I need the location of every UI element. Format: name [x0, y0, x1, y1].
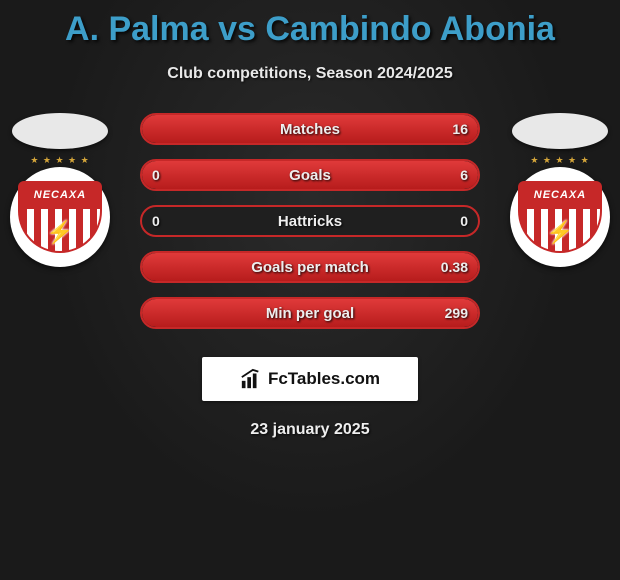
stat-label: Min per goal [266, 305, 354, 322]
player-right-column: NECAXA ⚡ [500, 113, 620, 267]
bar-chart-icon [240, 368, 262, 390]
comparison-content: NECAXA ⚡ NECAXA ⚡ 16 Matches 0 6 Goals 0 0 Hatt… [0, 113, 620, 329]
stats-list: 16 Matches 0 6 Goals 0 0 Hattricks 0.38 Goals per… [140, 113, 480, 329]
club-badge-stripes: ⚡ [518, 209, 602, 253]
stat-label: Goals [289, 167, 331, 184]
club-badge-right: NECAXA ⚡ [510, 167, 610, 267]
stat-label: Goals per match [251, 259, 369, 276]
stat-value-right: 0.38 [441, 259, 468, 275]
club-badge-left: NECAXA ⚡ [10, 167, 110, 267]
stat-label: Hattricks [278, 213, 342, 230]
brand-box[interactable]: FcTables.com [202, 357, 418, 401]
page-title: A. Palma vs Cambindo Abonia [0, 0, 620, 49]
club-badge-stripes: ⚡ [18, 209, 102, 253]
lightning-icon: ⚡ [46, 220, 73, 246]
club-badge-name: NECAXA [518, 181, 602, 209]
stat-row: 16 Matches [140, 113, 480, 145]
stat-value-right: 299 [445, 305, 468, 321]
stat-row: 0 6 Goals [140, 159, 480, 191]
stat-value-left: 0 [152, 213, 160, 229]
stat-value-right: 6 [460, 167, 468, 183]
page-subtitle: Club competitions, Season 2024/2025 [0, 65, 620, 83]
stat-value-right: 0 [460, 213, 468, 229]
stat-value-right: 16 [452, 121, 468, 137]
stat-label: Matches [280, 121, 340, 138]
player-left-silhouette [12, 113, 108, 149]
date-label: 23 january 2025 [0, 421, 620, 439]
lightning-icon: ⚡ [546, 220, 573, 246]
stat-row: 299 Min per goal [140, 297, 480, 329]
stat-row: 0 0 Hattricks [140, 205, 480, 237]
stat-row: 0.38 Goals per match [140, 251, 480, 283]
club-badge-name: NECAXA [18, 181, 102, 209]
player-right-silhouette [512, 113, 608, 149]
stat-value-left: 0 [152, 167, 160, 183]
brand-label: FcTables.com [268, 369, 380, 389]
player-left-column: NECAXA ⚡ [0, 113, 120, 267]
